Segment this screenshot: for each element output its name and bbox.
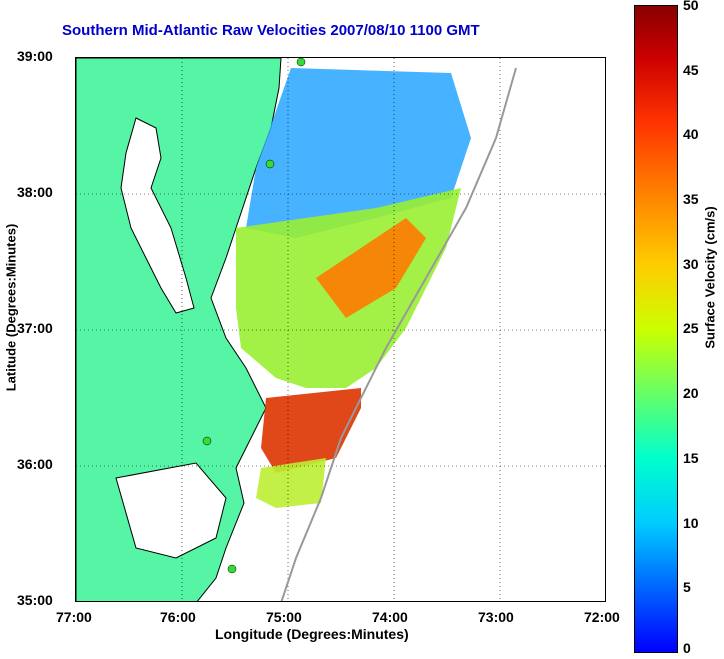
x-tick-label: 75:00 xyxy=(266,609,302,625)
bathymetry-contour xyxy=(280,67,517,601)
velocity-field-south xyxy=(256,458,326,508)
colorbar xyxy=(634,5,678,653)
y-tick-label: 38:00 xyxy=(17,184,53,200)
colorbar-tick: 10 xyxy=(683,515,699,531)
y-tick-label: 35:00 xyxy=(17,592,53,608)
colorbar-tick: 50 xyxy=(683,0,699,13)
y-tick-label: 37:00 xyxy=(17,320,53,336)
colorbar-tick: 45 xyxy=(683,62,699,78)
map-title: Southern Mid-Atlantic Raw Velocities 200… xyxy=(62,22,480,39)
sound-water xyxy=(115,462,227,559)
station-marker xyxy=(296,58,306,67)
map-canvas xyxy=(76,58,605,601)
x-tick-label: 72:00 xyxy=(584,609,620,625)
x-tick-label: 77:00 xyxy=(56,609,92,625)
y-tick-label: 39:00 xyxy=(17,48,53,64)
colorbar-tick: 5 xyxy=(683,579,691,595)
map-panel xyxy=(75,57,606,602)
y-axis-label: Latitude (Degrees:Minutes) xyxy=(3,223,19,392)
colorbar-tick: 25 xyxy=(683,320,699,336)
station-marker xyxy=(202,436,212,446)
colorbar-label: Surface Velocity (cm/s) xyxy=(702,206,718,349)
station-marker xyxy=(265,159,275,169)
station-marker xyxy=(227,564,237,574)
colorbar-tick: 20 xyxy=(683,385,699,401)
x-tick-label: 74:00 xyxy=(372,609,408,625)
velocity-field-blue xyxy=(246,68,471,238)
x-axis-label: Longitude (Degrees:Minutes) xyxy=(215,626,409,642)
colorbar-tick: 35 xyxy=(683,191,699,207)
colorbar-tick: 30 xyxy=(683,256,699,272)
gridlines xyxy=(76,58,605,601)
x-tick-label: 76:00 xyxy=(160,609,196,625)
x-tick-label: 73:00 xyxy=(478,609,514,625)
y-tick-label: 36:00 xyxy=(17,456,53,472)
colorbar-tick: 40 xyxy=(683,126,699,142)
colorbar-tick: 0 xyxy=(683,640,691,656)
chesapeake-bay xyxy=(120,117,195,314)
velocity-field-orange xyxy=(316,218,426,318)
colorbar-tick: 15 xyxy=(683,450,699,466)
velocity-field-red xyxy=(261,388,361,473)
